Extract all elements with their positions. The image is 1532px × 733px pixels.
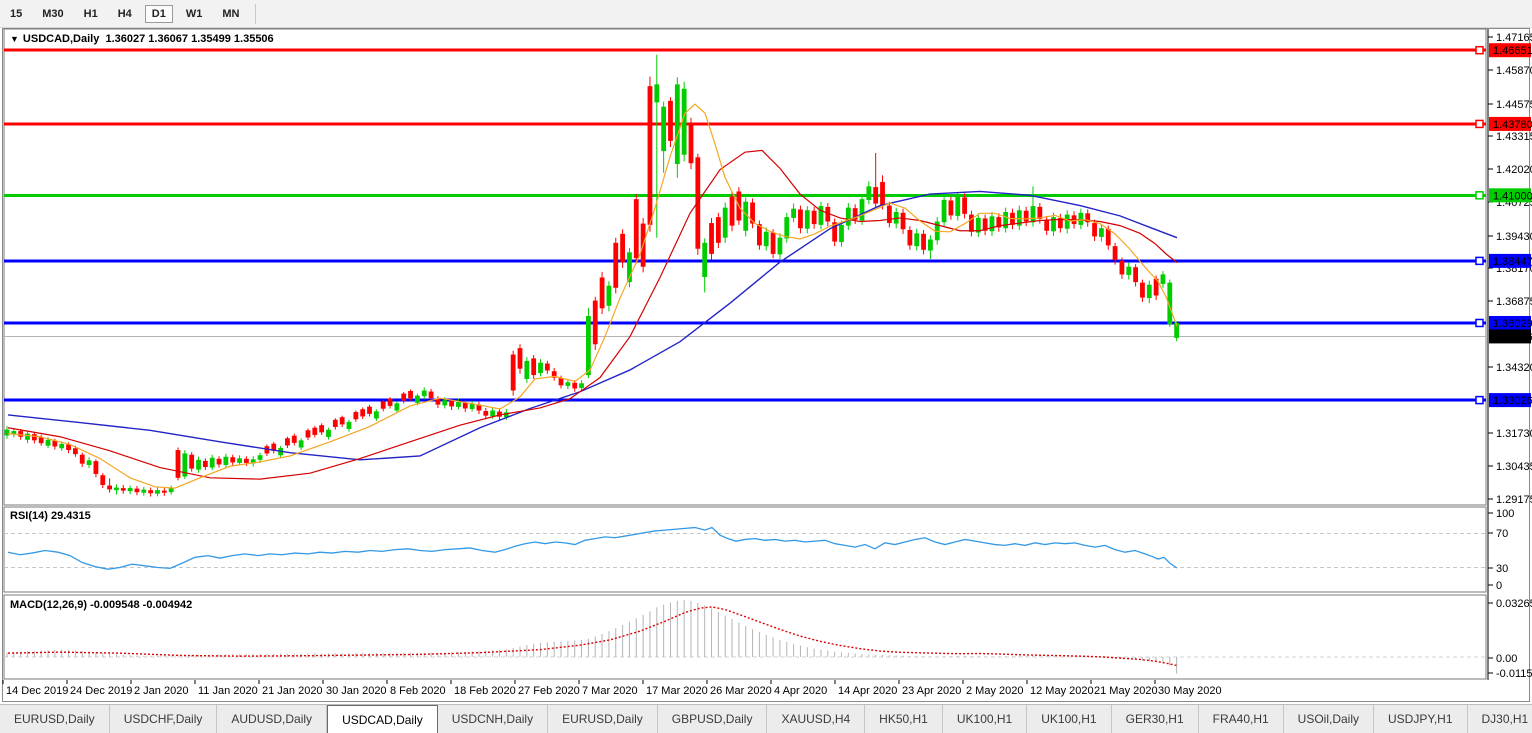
rsi-level-label: 0 (1496, 580, 1502, 592)
chart-tab-fra40-h1[interactable]: FRA40,H1 (1199, 705, 1284, 733)
price-level-box-label: 1.38447 (1493, 256, 1532, 268)
price-axis[interactable]: 1.471651.458701.445751.433151.420201.407… (1488, 32, 1532, 506)
price-tick-label: 1.29175 (1496, 494, 1532, 506)
date-tick-label: 4 Apr 2020 (774, 685, 827, 697)
panel-borders (4, 29, 1488, 680)
chart-tab-eurusd-daily[interactable]: EURUSD,Daily (0, 705, 110, 733)
rsi-indicator-label: RSI(14) 29.4315 (10, 510, 91, 522)
timeframe-button-m30[interactable]: M30 (35, 5, 70, 23)
price-level-box-label: 1.41000 (1493, 190, 1532, 202)
date-tick-label: 12 May 2020 (1030, 685, 1094, 697)
date-tick-label: 18 Feb 2020 (454, 685, 516, 697)
chart-window: ▼ USDCAD,Daily 1.36027 1.36067 1.35499 1.… (0, 28, 1532, 704)
price-level-box-label: 1.33026 (1493, 395, 1532, 407)
level-line-handle[interactable] (1476, 120, 1483, 127)
price-tick-label: 1.39430 (1496, 231, 1532, 243)
level-line-handle[interactable] (1476, 397, 1483, 404)
chart-ohlc-values: 1.36027 1.36067 1.35499 1.35506 (105, 33, 273, 45)
chart-tab-ger30-h1[interactable]: GER30,H1 (1112, 705, 1199, 733)
rsi-level-label: 70 (1496, 528, 1508, 540)
macd-indicator-label: MACD(12,26,9) -0.009548 -0.004942 (10, 599, 192, 611)
timeframe-button-15[interactable]: 15 (3, 5, 29, 23)
price-tick-label: 1.47165 (1496, 32, 1532, 44)
chart-tab-usdjpy-h1[interactable]: USDJPY,H1 (1374, 705, 1467, 733)
chart-tab-hk50-h1[interactable]: HK50,H1 (865, 705, 943, 733)
price-tick-label: 1.34320 (1496, 362, 1532, 374)
date-tick-label: 26 Mar 2020 (710, 685, 772, 697)
chart-tab-xauusd-h4[interactable]: XAUUSD,H4 (767, 705, 865, 733)
level-line-handle[interactable] (1476, 192, 1483, 199)
date-tick-label: 14 Dec 2019 (6, 685, 68, 697)
chart-tab-audusd-daily[interactable]: AUDUSD,Daily (217, 705, 327, 733)
date-tick-label: 27 Feb 2020 (518, 685, 580, 697)
date-tick-label: 11 Jan 2020 (198, 685, 258, 697)
price-tick-label: 1.42020 (1496, 164, 1532, 176)
chart-title: ▼ USDCAD,Daily 1.36027 1.36067 1.35499 1.… (10, 33, 274, 45)
price-tick-label: 1.36875 (1496, 296, 1532, 308)
toolbar-separator (255, 4, 256, 24)
date-tick-label: 21 Jan 2020 (262, 685, 323, 697)
timeframe-button-h1[interactable]: H1 (77, 5, 105, 23)
date-tick-label: 8 Feb 2020 (390, 685, 446, 697)
level-line-handle[interactable] (1476, 47, 1483, 54)
price-level-box-label: 1.36029 (1493, 318, 1532, 330)
chart-dropdown-icon[interactable]: ▼ (10, 34, 19, 44)
macd-level-label: 0.00 (1496, 653, 1517, 665)
price-tick-label: 1.45870 (1496, 65, 1532, 77)
chart-tab-gbpusd-daily[interactable]: GBPUSD,Daily (658, 705, 768, 733)
timeframe-button-w1[interactable]: W1 (179, 5, 210, 23)
chart-tab-dj30-h1[interactable]: DJ30,H1 (1468, 705, 1532, 733)
price-tick-label: 1.31730 (1496, 428, 1532, 440)
chart-tab-uk100-h1[interactable]: UK100,H1 (1027, 705, 1111, 733)
chart-tab-usoil-daily[interactable]: USOil,Daily (1284, 705, 1374, 733)
timeframe-button-h4[interactable]: H4 (111, 5, 139, 23)
chart-tab-uk100-h1[interactable]: UK100,H1 (943, 705, 1027, 733)
date-tick-label: 2 Jan 2020 (134, 685, 188, 697)
level-line-handle[interactable] (1476, 319, 1483, 326)
rsi-level-label: 30 (1496, 563, 1508, 575)
level-line-handle[interactable] (1476, 257, 1483, 264)
chart-tab-usdcnh-daily[interactable]: USDCNH,Daily (438, 705, 548, 733)
timeframe-button-mn[interactable]: MN (215, 5, 246, 23)
date-tick-label: 21 May 2020 (1094, 685, 1158, 697)
price-level-box-label: 1.35506 (1493, 331, 1532, 343)
chart-symbol-label: USDCAD,Daily (23, 33, 99, 45)
chart-tab-usdchf-daily[interactable]: USDCHF,Daily (110, 705, 218, 733)
date-tick-label: 30 Jan 2020 (326, 685, 387, 697)
timeframe-button-d1[interactable]: D1 (145, 5, 173, 23)
date-tick-label: 7 Mar 2020 (582, 685, 638, 697)
date-tick-label: 30 May 2020 (1158, 685, 1222, 697)
macd-level-label: 0.032658 (1496, 598, 1532, 610)
date-tick-label: 23 Apr 2020 (902, 685, 961, 697)
date-tick-label: 17 Mar 2020 (646, 685, 708, 697)
timeframe-toolbar: 15 M30 H1 H4 D1 W1 MN (0, 0, 1532, 28)
date-tick-label: 2 May 2020 (966, 685, 1023, 697)
price-tick-label: 1.30435 (1496, 461, 1532, 473)
date-tick-label: 24 Dec 2019 (70, 685, 132, 697)
price-level-box-label: 1.43780 (1493, 119, 1532, 131)
macd-level-label: -0.011558 (1496, 668, 1532, 680)
chart-tab-usdcad-daily[interactable]: USDCAD,Daily (327, 705, 438, 733)
chart-tab-eurusd-daily[interactable]: EURUSD,Daily (548, 705, 658, 733)
price-level-box-label: 1.46651 (1493, 45, 1532, 57)
price-tick-label: 1.44575 (1496, 99, 1532, 111)
price-tick-label: 1.43315 (1496, 131, 1532, 143)
rsi-level-label: 100 (1496, 508, 1514, 520)
date-tick-label: 14 Apr 2020 (838, 685, 897, 697)
